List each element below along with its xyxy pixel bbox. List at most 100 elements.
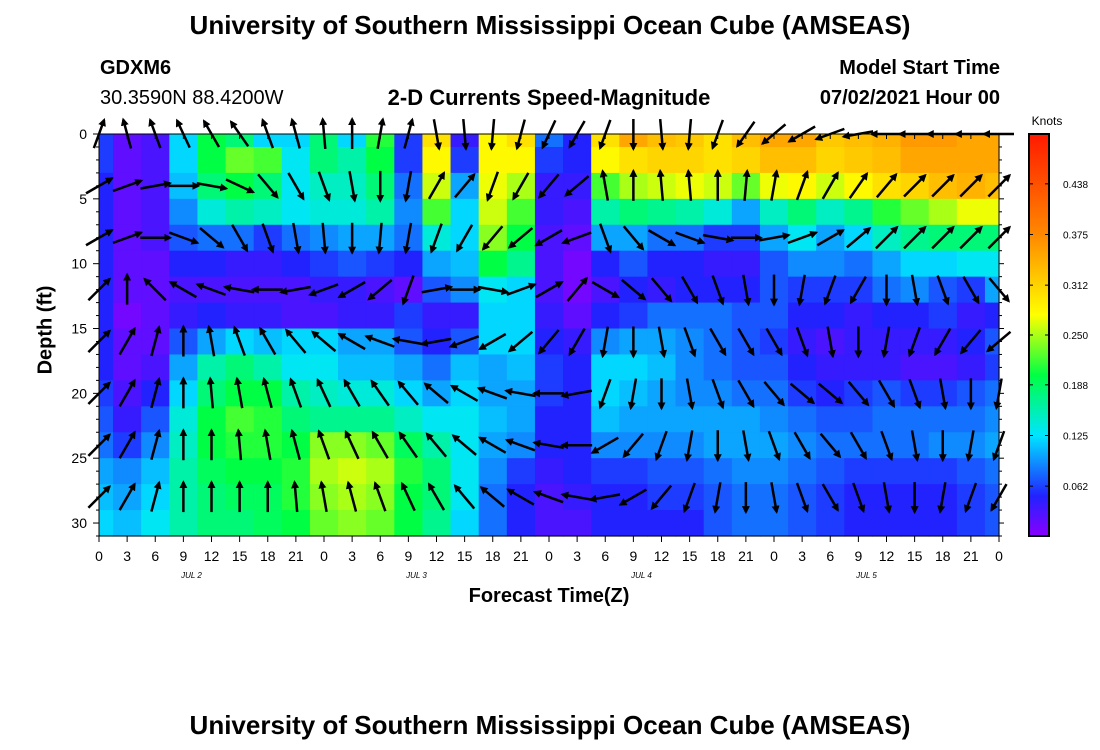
heatmap-cell [422, 458, 452, 485]
heatmap-cell [759, 198, 789, 226]
heatmap-cell [872, 198, 902, 226]
current-vector [504, 387, 536, 398]
x-tick-label: 21 [963, 548, 979, 564]
heatmap-cell [844, 250, 874, 278]
station-id: GDXM6 [100, 57, 172, 79]
current-vector [598, 378, 612, 410]
heatmap-cell [816, 406, 845, 433]
heatmap-cell [197, 250, 227, 278]
current-vector [143, 277, 167, 302]
current-vector [657, 326, 668, 359]
heatmap-cell [506, 250, 536, 278]
heatmap-cell [872, 354, 902, 381]
heatmap-cell [647, 302, 677, 330]
current-vector [150, 376, 162, 409]
heatmap-cell [309, 510, 339, 537]
heatmap-cell [984, 510, 1000, 537]
heatmap-cell [619, 354, 649, 381]
current-vector [279, 285, 311, 296]
current-vector [907, 326, 921, 358]
heatmap-cell [338, 406, 367, 433]
current-vector [763, 381, 785, 407]
heatmap-cell [197, 406, 227, 433]
heatmap-cell [731, 302, 761, 330]
x-tick-label: 12 [879, 548, 895, 564]
heatmap-cell [872, 250, 902, 278]
heatmap-cell [928, 458, 958, 485]
current-vector [292, 222, 302, 255]
heatmap-cell [338, 302, 367, 330]
current-vector [448, 335, 480, 349]
heatmap-cell [956, 354, 986, 381]
model-start-time: 07/02/2021 Hour 00 [819, 87, 1000, 109]
heatmap-cell [141, 134, 170, 148]
heatmap-cell [844, 146, 874, 174]
colorbar-unit: Knots [1032, 114, 1063, 128]
heatmap-cell [816, 146, 845, 174]
current-vector [261, 376, 273, 409]
heatmap-cell [99, 302, 114, 330]
current-vector [684, 168, 693, 201]
heatmap-cell [563, 510, 592, 537]
current-vector [402, 222, 413, 255]
heatmap-cell [703, 250, 733, 278]
heatmap-cell [169, 134, 199, 148]
heatmap-cell [703, 458, 733, 485]
current-vector [937, 482, 947, 514]
current-vector [826, 326, 836, 359]
heatmap-cell [675, 250, 705, 278]
heatmap-cell [309, 146, 339, 174]
current-vector [348, 170, 358, 203]
x-tick-label: 3 [798, 548, 806, 564]
heatmap-cell [900, 134, 930, 148]
y-tick-label: 0 [79, 126, 87, 142]
heatmap-cell [394, 198, 424, 226]
heatmap-cell [534, 250, 564, 278]
heatmap-cell [450, 510, 480, 537]
heatmap-cell [956, 146, 986, 174]
heatmap-cell [338, 510, 367, 537]
current-vector [877, 379, 896, 409]
current-vector [566, 276, 589, 302]
heatmap-cell [366, 354, 395, 381]
current-vector [742, 168, 751, 201]
heatmap-cell [281, 302, 311, 330]
current-vector [821, 483, 839, 512]
heatmap-cell [900, 354, 930, 381]
heatmap-cell [984, 406, 1000, 433]
heatmap-cell [113, 510, 142, 537]
current-vector [262, 428, 272, 461]
heatmap-cell [844, 302, 874, 330]
heatmap-cell [591, 354, 620, 381]
current-vector [789, 382, 816, 405]
heatmap-cell [366, 250, 395, 278]
heatmap-cell [675, 458, 705, 485]
x-tick-label: 15 [682, 548, 698, 564]
heatmap-cell [647, 406, 677, 433]
current-vector [787, 230, 819, 245]
current-vector [140, 180, 172, 190]
heatmap-cell [591, 302, 620, 330]
heatmap-cell [309, 250, 339, 278]
current-vector [627, 378, 638, 411]
heatmap-cell [113, 250, 142, 278]
x-tick-label: 6 [826, 548, 834, 564]
heatmap-cell [450, 458, 480, 485]
current-vector [964, 482, 978, 514]
heatmap-cell [647, 458, 677, 485]
current-vector [397, 380, 419, 406]
current-vector [618, 488, 647, 506]
current-vector [456, 224, 474, 253]
heatmap-cell [591, 198, 620, 226]
heatmap-cell [281, 354, 311, 381]
heatmap-cell [731, 406, 761, 433]
x-tick-label: 15 [457, 548, 473, 564]
heatmap-cell [900, 510, 930, 537]
current-vector [337, 281, 366, 299]
current-vector [232, 325, 246, 357]
heatmap-cell [281, 458, 311, 485]
current-vector [685, 378, 696, 411]
heatmap-cell [984, 198, 1000, 226]
heatmap-cell [366, 134, 395, 148]
heatmap-cell [338, 250, 367, 278]
